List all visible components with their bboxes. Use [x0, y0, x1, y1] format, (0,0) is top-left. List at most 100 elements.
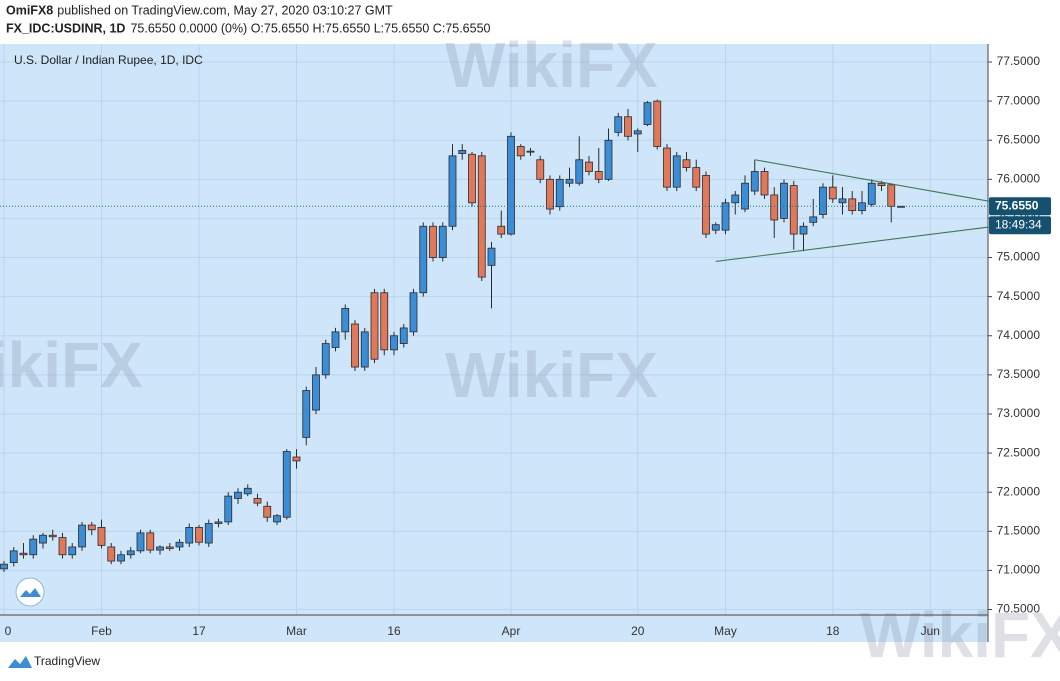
candle-body	[877, 182, 886, 186]
published: published on TradingView.com, May 27, 20…	[57, 3, 393, 17]
candle-body	[48, 534, 57, 538]
candle-body	[507, 135, 515, 235]
candle-body	[672, 155, 681, 188]
candle-body	[546, 178, 554, 210]
candle-body	[663, 147, 671, 188]
candle-body	[438, 225, 447, 258]
candle-body	[273, 515, 281, 523]
last-price-box	[989, 197, 1051, 216]
candle-body	[331, 331, 340, 348]
candle-body	[175, 541, 184, 548]
x-tick-label: 17	[192, 624, 206, 638]
candle-body	[497, 225, 506, 235]
candle-body	[780, 182, 788, 219]
candle-body	[341, 307, 350, 333]
candle-body	[887, 184, 896, 207]
y-tick-label: 71.5000	[997, 523, 1041, 537]
logo-circle	[15, 577, 45, 607]
candle-body	[760, 171, 769, 196]
y-tick-label: 77.0000	[997, 93, 1041, 107]
branding: TradingView	[34, 654, 100, 668]
candle-body	[185, 526, 194, 544]
chart-logo	[15, 577, 45, 607]
logo-mark	[20, 588, 41, 597]
candle-body	[58, 537, 67, 556]
y-tick-label: 74.0000	[997, 328, 1041, 342]
candle-body	[39, 534, 47, 544]
candle-body	[819, 186, 827, 215]
candle-body	[702, 175, 710, 235]
watermark: WikiFX	[445, 339, 658, 411]
y-tick-label: 71.0000	[997, 563, 1041, 577]
candle-body	[68, 546, 77, 556]
candle-body	[468, 153, 476, 204]
candle-body	[731, 194, 740, 204]
candle-body	[321, 343, 330, 376]
watermarks: WikiFX WikiFX WikiFX WikiFX	[0, 29, 1060, 671]
candle-body	[741, 182, 749, 210]
candle-body	[565, 178, 574, 184]
chart-title: U.S. Dollar / Indian Rupee, 1D, IDC	[14, 53, 203, 67]
trendline	[715, 226, 989, 262]
pane	[0, 44, 988, 642]
candle-body	[458, 149, 467, 154]
x-tick-label: Feb	[91, 624, 112, 638]
candle-body	[604, 139, 613, 180]
candle-body	[448, 155, 457, 227]
x-tick-label: Jun	[921, 624, 940, 638]
candle-body	[370, 292, 379, 360]
candle-body	[594, 171, 603, 180]
candle-body	[126, 550, 135, 556]
watermark: WikiFX	[0, 329, 143, 401]
candle-body	[682, 159, 691, 168]
candle-body	[253, 498, 262, 504]
candle-body	[380, 292, 389, 351]
candle-body	[351, 323, 359, 368]
candle-body	[360, 331, 369, 368]
footer-mark	[8, 656, 32, 668]
last-price-label: 75.6550	[995, 198, 1039, 212]
plot	[0, 99, 989, 572]
symbol: FX_IDC:USDINR, 1D	[6, 21, 125, 35]
candle-body	[575, 159, 584, 184]
y-tick-label: 77.5000	[997, 54, 1041, 68]
footer-logo	[8, 656, 32, 668]
candle-body	[848, 198, 857, 212]
candle-body	[136, 532, 145, 552]
candle-body	[224, 495, 233, 523]
candle-body	[536, 159, 545, 180]
candle-body	[838, 198, 847, 204]
countdown: 18:49:34	[995, 217, 1042, 231]
candle-body	[97, 526, 106, 546]
y-tick-label: 72.5000	[997, 445, 1041, 459]
candle-body	[107, 546, 116, 562]
candle-body	[399, 327, 408, 344]
candle-body	[643, 102, 652, 125]
countdown-box	[989, 216, 1051, 235]
candle-body	[516, 146, 525, 157]
candle-body	[243, 487, 252, 495]
candle-body	[29, 538, 38, 556]
candle-body	[409, 292, 418, 333]
candle-body	[526, 150, 535, 153]
x-tick-label: 18	[826, 624, 840, 638]
y-tick-label: 72.0000	[997, 484, 1041, 498]
candle-body	[487, 247, 496, 266]
candle-body	[585, 161, 593, 172]
candle-body	[867, 182, 876, 205]
candle-body	[0, 563, 8, 570]
quote: 75.6550 0.0000 (0%) O:75.6550 H:75.6550 …	[130, 21, 490, 35]
candle-body	[204, 523, 213, 544]
candle-body	[809, 216, 818, 223]
y-tick-label: 75.0000	[997, 250, 1041, 264]
candle-body	[282, 451, 291, 518]
y-tick-label: 76.0000	[997, 171, 1041, 185]
candle-body	[692, 167, 701, 188]
candle-body	[214, 521, 223, 524]
x-tick-label: 20	[631, 624, 645, 638]
candle-body	[429, 225, 437, 258]
y-tick-label: 74.5000	[997, 289, 1041, 303]
candle-body	[292, 456, 301, 462]
candle-body	[419, 225, 428, 294]
